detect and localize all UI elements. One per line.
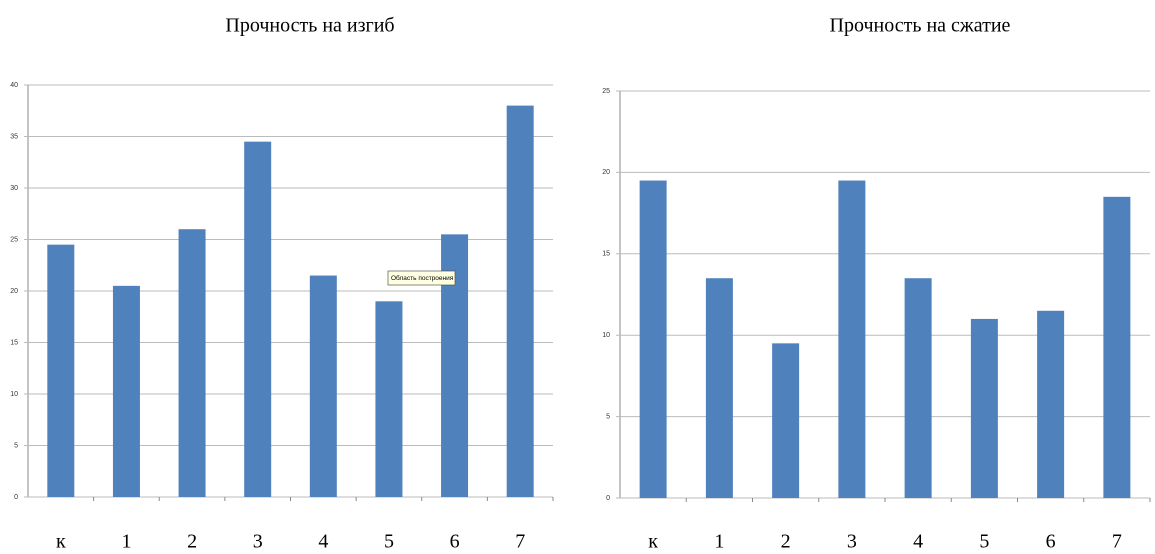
tooltip: Область построения [387, 270, 456, 286]
bar [47, 244, 75, 497]
x-tick-label: 4 [318, 531, 328, 553]
x-tick-label: 4 [913, 531, 923, 553]
y-tick-label: 20 [10, 288, 18, 295]
x-tick-label: 7 [515, 531, 525, 553]
y-tick-label: 15 [602, 251, 610, 258]
x-tick-label: к [56, 531, 66, 553]
y-tick-label: 30 [10, 185, 18, 192]
bar [506, 105, 534, 497]
bar [1037, 310, 1065, 498]
bar [838, 180, 866, 499]
y-tick-label: 0 [14, 494, 18, 501]
x-tick-label: 7 [1112, 531, 1122, 553]
x-tick-label: 3 [847, 531, 857, 553]
chart-title: Прочность на изгиб [225, 15, 394, 37]
x-tick-label: 6 [450, 531, 460, 553]
y-tick-label: 35 [10, 133, 18, 140]
y-tick-label: 40 [10, 82, 18, 89]
x-tick-label: 3 [253, 531, 263, 553]
bar [244, 141, 272, 497]
y-tick-label: 25 [602, 88, 610, 95]
y-tick-label: 5 [606, 413, 610, 420]
x-tick-label: 1 [121, 531, 131, 553]
bar [1103, 196, 1131, 498]
y-tick-label: 25 [10, 236, 18, 243]
bar [772, 343, 800, 498]
bar [178, 229, 206, 497]
bar [639, 180, 667, 499]
bar [705, 278, 733, 498]
tooltip-box [387, 270, 456, 286]
y-tick-label: 10 [602, 332, 610, 339]
bar [904, 278, 932, 498]
tooltip-text: Область построения [391, 274, 454, 282]
bar [112, 285, 140, 497]
x-tick-label: 2 [187, 531, 197, 553]
x-tick-label: к [648, 531, 658, 553]
bar [309, 275, 337, 497]
y-tick-label: 10 [10, 391, 18, 398]
y-tick-label: 0 [606, 495, 610, 502]
x-tick-label: 2 [781, 531, 791, 553]
x-tick-label: 5 [384, 531, 394, 553]
y-tick-label: 20 [602, 169, 610, 176]
chart-title: Прочность на сжатие [830, 15, 1011, 37]
bar [970, 318, 998, 498]
x-tick-label: 5 [979, 531, 989, 553]
y-tick-label: 15 [10, 339, 18, 346]
bar [375, 301, 403, 497]
x-tick-label: 6 [1046, 531, 1056, 553]
y-tick-label: 5 [14, 442, 18, 449]
x-tick-label: 1 [714, 531, 724, 553]
